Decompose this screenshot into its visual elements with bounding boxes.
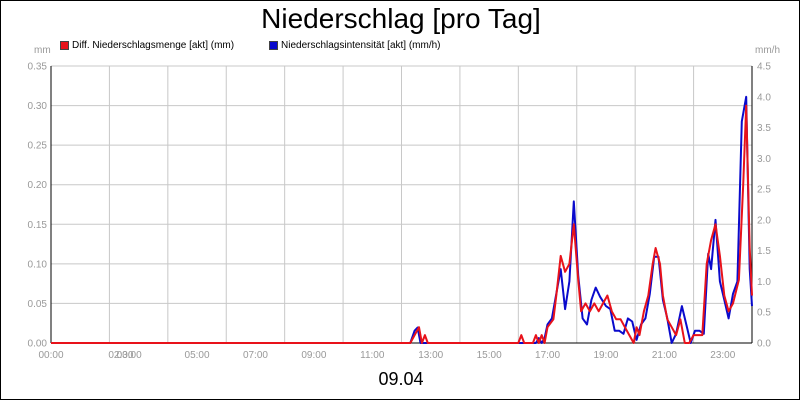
left-tick-label: 0.10 [28, 259, 48, 270]
right-tick-label: 0.5 [757, 308, 771, 319]
legend-swatch-red [60, 41, 69, 50]
x-tick-label: 03:00 [117, 350, 142, 361]
left-axis-unit: mm [34, 45, 51, 56]
legend-label-menge: Diff. Niederschlagsmenge [akt] (mm) [72, 40, 235, 51]
x-tick-label: 21:00 [652, 350, 677, 361]
right-tick-label: 3.5 [757, 123, 771, 134]
right-axis-unit: mm/h [755, 45, 780, 56]
left-tick-label: 0.25 [28, 141, 48, 152]
x-tick-label: 17:00 [535, 350, 560, 361]
x-tick-label: 13:00 [418, 350, 443, 361]
right-tick-label: 4.0 [757, 92, 771, 103]
right-tick-label: 3.0 [757, 154, 771, 165]
x-tick-label: 23:00 [710, 350, 735, 361]
x-tick-label: 15:00 [477, 350, 502, 361]
series-line-menge [51, 104, 753, 344]
right-tick-label: 0.0 [757, 339, 771, 350]
x-tick-label: 07:00 [243, 350, 268, 361]
date-label: 09.04 [378, 369, 424, 389]
chart-title: Niederschlag [pro Tag] [261, 3, 541, 34]
right-tick-label: 1.5 [757, 246, 771, 257]
legend-item-intensitaet: Niederschlagsintensität [akt] (mm/h) [269, 40, 441, 51]
left-tick-label: 0.20 [28, 180, 48, 191]
x-tick-label: 09:00 [301, 350, 326, 361]
right-tick-label: 1.0 [757, 277, 771, 288]
right-tick-label: 2.5 [757, 185, 771, 196]
x-tick-label: 19:00 [593, 350, 618, 361]
series-line-intensitaet [51, 95, 753, 344]
left-tick-label: 0.15 [28, 220, 48, 231]
x-tick-label: 00:00 [38, 350, 63, 361]
legend-item-menge: Diff. Niederschlagsmenge [akt] (mm) [60, 40, 234, 51]
x-tick-label: 05:00 [185, 350, 210, 361]
legend-label-intensitaet: Niederschlagsintensität [akt] (mm/h) [281, 40, 441, 51]
left-tick-label: 0.05 [28, 299, 48, 310]
x-tick-label: 02:00 [108, 350, 133, 361]
legend-swatch-blue [269, 41, 278, 50]
left-tick-label: 0.00 [28, 339, 48, 350]
right-tick-label: 4.5 [757, 62, 771, 73]
x-tick-label: 11:00 [360, 350, 385, 361]
left-tick-label: 0.35 [28, 62, 48, 73]
right-tick-label: 2.0 [757, 215, 771, 226]
left-tick-label: 0.30 [28, 101, 48, 112]
